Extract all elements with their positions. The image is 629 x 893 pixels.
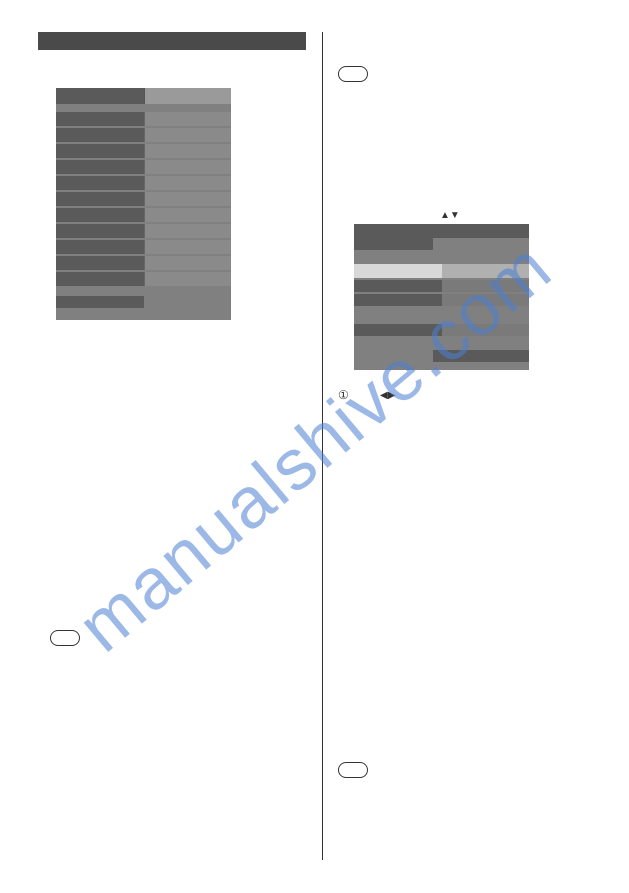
menu-cell bbox=[144, 256, 232, 270]
menu-cell bbox=[144, 208, 232, 222]
remote-button-icon bbox=[50, 630, 80, 646]
menu-cell bbox=[144, 224, 232, 238]
menu-row bbox=[56, 128, 231, 142]
menu-cell bbox=[442, 264, 530, 278]
menu-cell bbox=[56, 208, 144, 222]
menu-row bbox=[354, 294, 529, 306]
menu-cell bbox=[56, 176, 144, 190]
menu-cell bbox=[144, 192, 232, 206]
menu-cell bbox=[442, 294, 530, 306]
menu-cell bbox=[354, 280, 442, 292]
menu-row bbox=[56, 240, 231, 254]
menu-subheader bbox=[354, 238, 433, 250]
menu-cell bbox=[144, 128, 232, 142]
menu-cell bbox=[442, 324, 530, 336]
menu-cell bbox=[354, 324, 442, 336]
menu-cell bbox=[56, 160, 144, 174]
menu-footer bbox=[56, 296, 144, 308]
menu-row bbox=[354, 280, 529, 292]
menu-cell bbox=[56, 128, 144, 142]
section-title-bar bbox=[38, 32, 306, 50]
menu-cell bbox=[354, 294, 442, 306]
menu-cell bbox=[144, 160, 232, 174]
settings-menu-left bbox=[56, 88, 231, 320]
menu-row bbox=[56, 208, 231, 222]
menu-cell bbox=[144, 112, 232, 126]
menu-header-col-left bbox=[56, 88, 144, 104]
menu-row bbox=[56, 160, 231, 174]
menu-cell bbox=[442, 280, 530, 292]
menu-row bbox=[354, 324, 529, 336]
menu-row bbox=[56, 144, 231, 158]
menu-cell bbox=[56, 256, 144, 270]
column-divider bbox=[322, 32, 323, 860]
manual-page: ▲▼ ① ◀▶ manualshive.com bbox=[0, 0, 629, 893]
menu-cell bbox=[56, 240, 144, 254]
menu-cell bbox=[144, 176, 232, 190]
menu-cell bbox=[56, 224, 144, 238]
menu-cell bbox=[144, 144, 232, 158]
menu-header-col-right bbox=[144, 88, 232, 104]
menu-cell bbox=[144, 240, 232, 254]
menu-row bbox=[56, 256, 231, 270]
up-down-arrows-icon: ▲▼ bbox=[440, 210, 460, 221]
menu-cell bbox=[56, 144, 144, 158]
menu-cell bbox=[354, 264, 442, 278]
menu-header bbox=[354, 224, 529, 238]
remote-button-icon bbox=[338, 762, 368, 778]
menu-header bbox=[56, 88, 231, 104]
menu-row bbox=[56, 112, 231, 126]
menu-cell bbox=[56, 192, 144, 206]
menu-row-selected bbox=[354, 264, 529, 278]
menu-cell bbox=[56, 272, 144, 286]
left-right-arrows-icon: ◀▶ bbox=[380, 390, 395, 401]
menu-cell bbox=[144, 272, 232, 286]
menu-row bbox=[56, 176, 231, 190]
settings-menu-right bbox=[354, 224, 529, 370]
menu-row bbox=[56, 272, 231, 286]
remote-button-icon bbox=[338, 66, 368, 82]
menu-row bbox=[56, 192, 231, 206]
menu-cell bbox=[56, 112, 144, 126]
menu-row bbox=[56, 224, 231, 238]
step-marker-1: ① bbox=[338, 388, 349, 402]
menu-footer bbox=[433, 350, 529, 362]
